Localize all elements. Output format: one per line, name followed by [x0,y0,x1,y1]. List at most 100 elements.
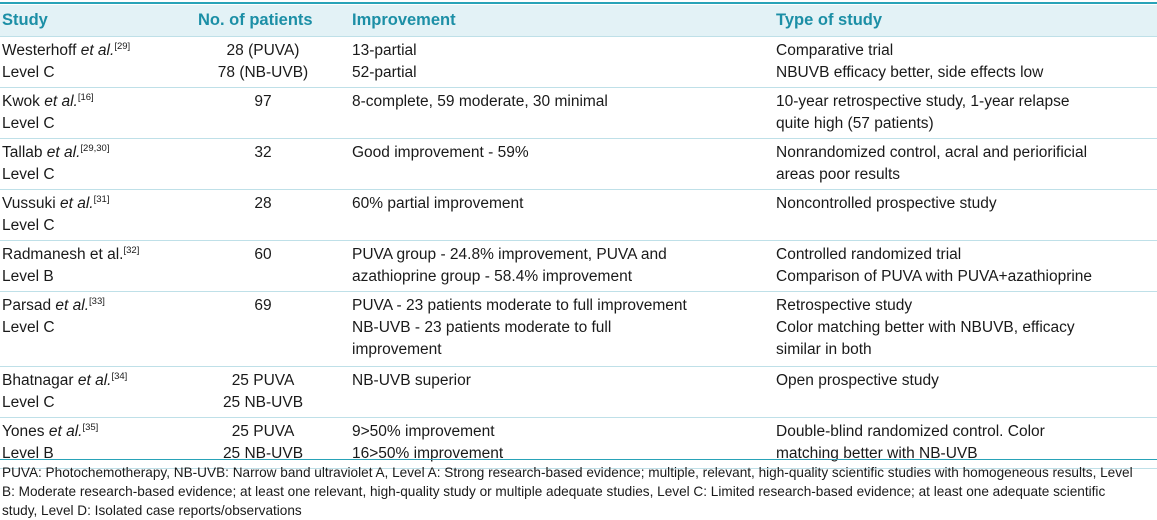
evidence-level: Level B [2,445,54,462]
type-line: Retrospective study [776,297,913,314]
improvement-cell: Good improvement - 59% [352,142,529,164]
type-cell: Noncontrolled prospective study [776,193,997,215]
type-line: Controlled randomized trial [776,246,962,263]
type-line: Comparative trial [776,42,894,59]
improvement-cell: 8-complete, 59 moderate, 30 minimal [352,91,608,113]
patients-cell: 69 [198,295,328,317]
header-improvement: Improvement [352,11,456,29]
improvement-cell: PUVA - 23 patients moderate to full impr… [352,295,687,361]
study-author: Bhatnagar [2,372,74,389]
patients-line: 97 [254,93,272,110]
study-cell: Radmanesh et al.[32] Level B [2,244,139,288]
study-cell: Parsad et al.[33] Level C [2,295,105,339]
study-reference: [32] [123,244,140,256]
study-reference: [34] [111,370,128,382]
bottom-rule [0,459,1157,460]
evidence-level: Level B [2,268,54,285]
type-line: NBUVB efficacy better, side effects low [776,64,1044,81]
study-cell: Yones et al.[35] Level B [2,421,98,465]
patients-cell: 25 PUVA 25 NB-UVB [198,421,328,465]
evidence-level: Level C [2,166,55,183]
table-body: Westerhoff et al.[29] Level C 28 (PUVA) 78 … [0,37,1157,469]
type-line: quite high (57 patients) [776,115,934,132]
study-reference: [29,30] [80,142,110,154]
improvement-line: 16>50% improvement [352,445,504,462]
improvement-line: 8-complete, 59 moderate, 30 minimal [352,93,608,110]
patients-cell: 97 [198,91,328,113]
improvement-line: 60% partial improvement [352,195,524,212]
table-row: Yones et al.[35] Level B 25 PUVA 25 NB-UVB 9… [0,418,1157,469]
improvement-line: 9>50% improvement [352,423,495,440]
study-etal: et al. [39,93,78,110]
patients-line: 28 [254,195,272,212]
study-etal: et al. [42,144,81,161]
study-cell: Kwok et al.[16] Level C [2,91,94,135]
improvement-line: NB-UVB - 23 patients moderate to full [352,319,612,336]
improvement-line: PUVA group - 24.8% improvement, PUVA and [352,246,667,263]
type-line: similar in both [776,341,872,358]
study-reference: [29] [114,40,131,52]
improvement-cell: 13-partial 52-partial [352,40,417,84]
evidence-level: Level C [2,217,55,234]
table-row: Kwok et al.[16] Level C 97 8-complete, 59 m… [0,88,1157,139]
study-author: Radmanesh et al. [2,246,124,263]
study-author: Yones [2,423,45,440]
type-line: areas poor results [776,166,901,183]
patients-cell: 32 [198,142,328,164]
study-etal: et al. [44,423,83,440]
type-cell: 10-year retrospective study, 1-year rela… [776,91,1070,135]
table-row: Radmanesh et al.[32] Level B 60 PUVA group … [0,241,1157,292]
patients-line: 32 [254,144,272,161]
improvement-line: 52-partial [352,64,417,81]
type-cell: Nonrandomized control, acral and periori… [776,142,1087,186]
type-cell: Comparative trial NBUVB efficacy better, … [776,40,1043,84]
type-line: Comparison of PUVA with PUVA+azathioprin… [776,268,1093,285]
header-study: Study [2,11,48,29]
evidence-level: Level C [2,319,55,336]
improvement-line: PUVA - 23 patients moderate to full impr… [352,297,687,314]
patients-cell: 60 [198,244,328,266]
type-cell: Controlled randomized trial Comparison of… [776,244,1092,288]
top-rule [0,2,1157,4]
type-cell: Double-blind randomized control. Color ma… [776,421,1045,465]
study-author: Vussuki [2,195,56,212]
improvement-line: azathioprine group - 58.4% improvement [352,268,633,285]
study-reference: [35] [82,421,99,433]
improvement-line: improvement [352,341,442,358]
patients-line: 25 NB-UVB [222,394,304,411]
study-reference: [31] [93,193,110,205]
patients-cell: 25 PUVA 25 NB-UVB [198,370,328,414]
type-line: Noncontrolled prospective study [776,195,997,212]
improvement-cell: 9>50% improvement 16>50% improvement [352,421,503,465]
study-author: Tallab [2,144,43,161]
study-cell: Vussuki et al.[31] Level C [2,193,109,237]
type-cell: Retrospective study Color matching better… [776,295,1075,361]
study-etal: et al. [51,297,90,314]
study-etal: et al. [73,372,112,389]
type-line: matching better with NB-UVB [776,445,978,462]
study-etal: et al. [76,42,115,59]
study-author: Parsad [2,297,52,314]
table-footnote: PUVA: Photochemotherapy, NB-UVB: Narrow … [2,465,1133,518]
patients-line: 28 (PUVA) [226,42,300,59]
improvement-cell: 60% partial improvement [352,193,523,215]
header-type: Type of study [776,11,883,29]
study-cell: Bhatnagar et al.[34] Level C [2,370,127,414]
patients-line: 69 [254,297,272,314]
study-cell: Westerhoff et al.[29] Level C [2,40,130,84]
study-author: Kwok [2,93,40,110]
study-cell: Tallab et al.[29,30] Level C [2,142,109,186]
study-reference: [16] [77,91,94,103]
evidence-level: Level C [2,394,55,411]
type-line: Double-blind randomized control. Color [776,423,1045,440]
evidence-level: Level C [2,64,55,81]
table-row: Parsad et al.[33] Level C 69 PUVA - 23 pati… [0,292,1157,367]
patients-line: 25 NB-UVB [222,445,304,462]
study-etal: et al. [55,195,94,212]
improvement-line: 13-partial [352,42,417,59]
study-reference: [33] [89,295,105,307]
evidence-level: Level C [2,115,55,132]
patients-line: 25 PUVA [231,372,295,389]
improvement-cell: NB-UVB superior [352,370,471,392]
